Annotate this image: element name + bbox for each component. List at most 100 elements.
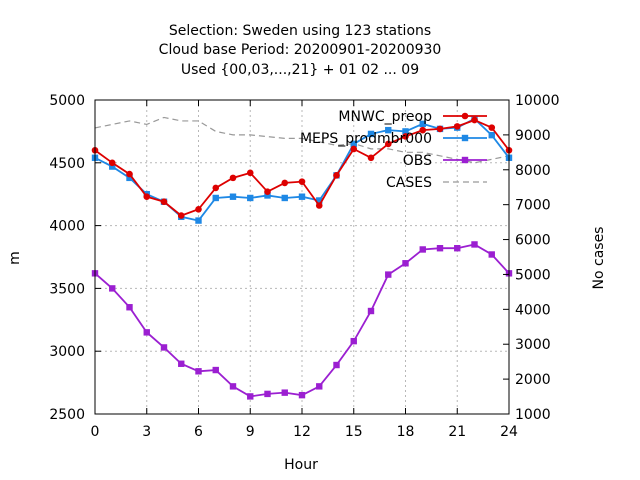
data-point-mnwc-preop bbox=[471, 116, 478, 124]
y2-tick-label: 5000 bbox=[515, 267, 551, 283]
data-point-mnwc-preop bbox=[264, 188, 271, 195]
data-point-obs bbox=[195, 368, 202, 375]
data-point-mnwc-preop bbox=[419, 126, 427, 134]
y2-tick-label: 6000 bbox=[515, 233, 551, 249]
data-point-meps-prodmbr000 bbox=[419, 120, 426, 128]
data-point-meps-prodmbr000 bbox=[385, 126, 392, 134]
data-point-mnwc-preop bbox=[212, 184, 220, 192]
x-tick-label: 21 bbox=[448, 424, 466, 440]
data-point-obs bbox=[247, 393, 254, 400]
data-point-mnwc-preop bbox=[315, 202, 323, 209]
y2-tick-label: 2000 bbox=[515, 372, 551, 388]
x-tick-label: 6 bbox=[194, 424, 203, 440]
legend-marker bbox=[461, 156, 469, 164]
y-tick-label: 4500 bbox=[49, 156, 85, 172]
data-point-obs bbox=[281, 389, 288, 396]
x-axis-label: Hour bbox=[284, 457, 318, 473]
data-point-obs bbox=[316, 383, 323, 390]
data-point-meps-prodmbr000 bbox=[229, 193, 237, 200]
data-point-mnwc-preop bbox=[488, 124, 496, 131]
data-point-meps-prodmbr000 bbox=[212, 194, 219, 202]
series-line-cases bbox=[94, 116, 510, 164]
y2-tick-label: 9000 bbox=[515, 128, 551, 144]
grid bbox=[95, 100, 509, 414]
y2-tick-label: 8000 bbox=[515, 163, 551, 179]
x-tick-label: 24 bbox=[500, 424, 518, 440]
data-point-mnwc-preop bbox=[246, 169, 254, 177]
data-point-obs bbox=[488, 251, 495, 258]
data-point-mnwc-preop bbox=[436, 125, 444, 133]
data-point-meps-prodmbr000 bbox=[126, 174, 133, 182]
x-tick-label: 18 bbox=[397, 424, 415, 440]
legend: MNWC_preop MEPS_prodmbr000 OBS CASES bbox=[300, 109, 487, 191]
data-point-obs bbox=[367, 307, 375, 315]
data-point-meps-prodmbr000 bbox=[247, 194, 254, 202]
data-point-mnwc-preop bbox=[160, 198, 168, 206]
data-point-mnwc-preop bbox=[108, 159, 116, 167]
data-point-obs bbox=[212, 366, 219, 374]
data-point-obs bbox=[385, 271, 392, 278]
y-tick-label: 3000 bbox=[49, 344, 85, 360]
data-point-meps-prodmbr000 bbox=[402, 128, 409, 135]
axis-ticks: 0 3 6 9 12 15 18 21 24 2500 3000 3500 4000 4500 5000 10… bbox=[49, 93, 559, 440]
title-line-3: Used {00,03,...,21} + 01 02 ... 09 bbox=[181, 62, 419, 78]
data-point-meps-prodmbr000 bbox=[281, 194, 288, 202]
y-axis-label: m bbox=[7, 251, 23, 265]
data-point-obs bbox=[264, 390, 271, 398]
legend-label: CASES bbox=[386, 175, 432, 191]
data-point-obs bbox=[436, 245, 444, 252]
data-point-meps-prodmbr000 bbox=[488, 131, 495, 139]
y-tick-label: 3500 bbox=[49, 281, 85, 297]
series-mnwc-preop bbox=[91, 116, 513, 219]
data-point-obs bbox=[333, 361, 340, 369]
y-tick-label: 2500 bbox=[49, 407, 85, 423]
data-point-mnwc-preop bbox=[367, 154, 375, 162]
y2-tick-label: 7000 bbox=[515, 198, 551, 214]
x-tick-label: 15 bbox=[345, 424, 363, 440]
data-point-mnwc-preop bbox=[143, 193, 151, 201]
y-tick-label: 4000 bbox=[49, 219, 85, 235]
x-tick-label: 12 bbox=[293, 424, 311, 440]
data-point-obs bbox=[350, 337, 357, 345]
data-point-obs bbox=[298, 391, 306, 399]
data-point-obs bbox=[126, 304, 133, 311]
data-point-obs bbox=[471, 241, 478, 248]
data-point-meps-prodmbr000 bbox=[350, 140, 357, 148]
legend-marker bbox=[461, 134, 469, 142]
title-line-2: Cloud base Period: 20200901-20200930 bbox=[159, 42, 442, 58]
data-point-obs bbox=[178, 360, 185, 367]
series-cases bbox=[94, 116, 510, 164]
data-point-mnwc-preop bbox=[350, 145, 358, 153]
data-point-meps-prodmbr000 bbox=[195, 217, 202, 224]
legend-marker bbox=[461, 112, 469, 120]
data-point-mnwc-preop bbox=[298, 178, 306, 185]
data-point-obs bbox=[402, 260, 409, 267]
y2-axis-label: No cases bbox=[591, 227, 607, 290]
data-point-obs bbox=[109, 285, 116, 292]
x-tick-label: 0 bbox=[91, 424, 100, 440]
data-point-obs bbox=[160, 344, 168, 351]
title-line-1: Selection: Sweden using 123 stations bbox=[169, 23, 431, 39]
data-point-meps-prodmbr000 bbox=[264, 192, 271, 199]
data-point-mnwc-preop bbox=[402, 133, 409, 140]
data-point-mnwc-preop bbox=[384, 140, 392, 148]
series-layer bbox=[91, 115, 513, 400]
data-point-meps-prodmbr000 bbox=[367, 130, 375, 138]
y2-tick-label: 1000 bbox=[515, 407, 551, 423]
data-point-meps-prodmbr000 bbox=[298, 193, 306, 200]
legend-label: MEPS_prodmbr000 bbox=[300, 131, 432, 147]
x-tick-label: 3 bbox=[142, 424, 151, 440]
y2-tick-label: 10000 bbox=[515, 93, 560, 109]
data-point-mnwc-preop bbox=[177, 212, 185, 219]
y2-tick-label: 4000 bbox=[515, 302, 551, 318]
data-point-obs bbox=[143, 329, 150, 336]
data-point-obs bbox=[229, 383, 237, 390]
data-point-mnwc-preop bbox=[281, 179, 289, 187]
data-point-mnwc-preop bbox=[333, 172, 340, 179]
data-point-mnwc-preop bbox=[229, 174, 237, 182]
y2-tick-label: 3000 bbox=[515, 337, 551, 353]
data-point-obs bbox=[454, 245, 461, 252]
y-tick-label: 5000 bbox=[49, 93, 85, 109]
x-tick-label: 9 bbox=[246, 424, 255, 440]
